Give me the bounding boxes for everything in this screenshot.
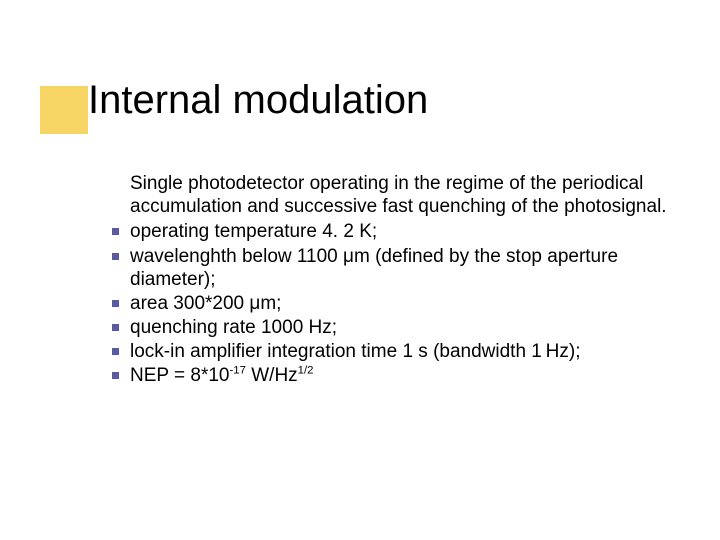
slide-title: Internal modulation — [88, 78, 428, 123]
lead-paragraph: Single photodetector operating in the re… — [130, 172, 670, 218]
bullet-list: operating temperature 4. 2 K; wavelenght… — [130, 220, 670, 387]
item-text: lock-in amplifier integration time 1 s (… — [130, 341, 581, 362]
item-sup: 1/2 — [298, 365, 314, 377]
item-text: area 300*200 μm; — [130, 293, 281, 314]
item-text: quenching rate 1000 Hz; — [130, 317, 337, 338]
bullet-icon — [112, 348, 119, 355]
item-text: K; — [354, 221, 377, 242]
bullet-icon — [112, 253, 119, 260]
list-item: lock-in amplifier integration time 1 s (… — [130, 340, 670, 363]
accent-bar — [40, 86, 88, 134]
list-item: quenching rate 1000 Hz; — [130, 316, 670, 339]
bullet-icon — [112, 300, 119, 307]
bullet-icon — [112, 228, 119, 235]
item-sup: -17 — [229, 365, 245, 377]
item-text: W/Hz — [246, 365, 298, 386]
item-value: 1100 — [297, 246, 338, 267]
item-text: wavelenghth below — [130, 246, 297, 267]
item-text: operating temperature — [130, 221, 322, 242]
list-item: NEP = 8*10-17 W/Hz1/2 — [130, 364, 670, 387]
item-text: NEP = 8*10 — [130, 365, 229, 386]
list-item: area 300*200 μm; — [130, 292, 670, 315]
item-value: 4. 2 — [322, 221, 354, 242]
slide-body: Single photodetector operating in the re… — [130, 172, 670, 389]
list-item: wavelenghth below 1100 μm (defined by th… — [130, 245, 670, 291]
bullet-icon — [112, 372, 119, 379]
list-item: operating temperature 4. 2 K; — [130, 220, 670, 243]
bullet-icon — [112, 324, 119, 331]
